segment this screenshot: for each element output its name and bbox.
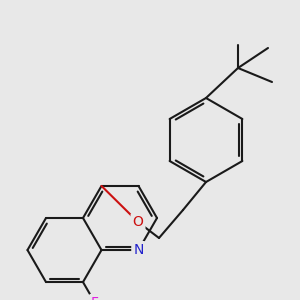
Text: N: N	[133, 243, 144, 257]
Text: F: F	[91, 296, 99, 300]
Text: O: O	[133, 215, 143, 229]
